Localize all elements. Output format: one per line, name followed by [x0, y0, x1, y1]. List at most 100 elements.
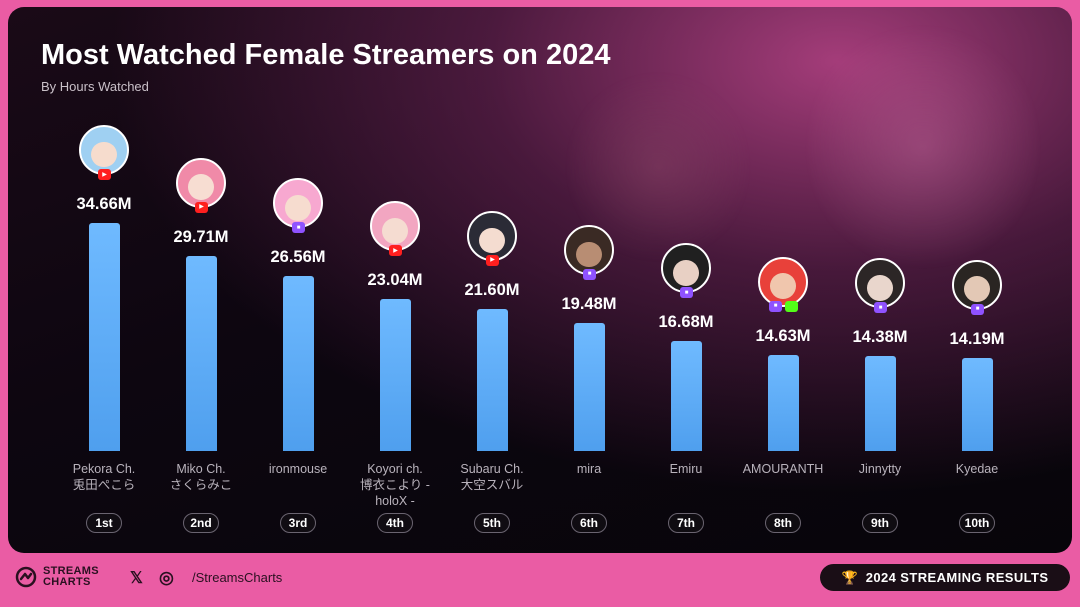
streamer-name-line: ironmouse — [268, 462, 328, 476]
platform-glyph: ■ — [296, 224, 301, 231]
avatar-face — [91, 141, 117, 168]
streamer-name: mira — [539, 461, 639, 477]
streamer-name-line: Subaru Ch. — [460, 462, 524, 476]
rank-badge: 6th — [571, 513, 607, 533]
avatar-face — [188, 174, 214, 201]
chart-card: Most Watched Female Streamers on 2024 By… — [8, 7, 1072, 553]
avatar-face — [479, 227, 505, 254]
streamer-name: Koyori ch. 博衣こより - holoX - — [345, 461, 445, 509]
bar-value-label: 26.56M — [270, 248, 326, 267]
youtube-icon: ▶ — [389, 245, 402, 257]
rank-badge: 2nd — [183, 513, 219, 533]
bar-value-label: 14.19M — [949, 329, 1005, 348]
avatar-face — [770, 273, 796, 300]
streamer-avatar — [467, 210, 517, 261]
platform-glyph: ▶ — [490, 257, 495, 264]
avatar-face — [382, 218, 408, 244]
bar-value-label: 21.60M — [464, 280, 520, 299]
chart-title: Most Watched Female Streamers on 2024 — [41, 39, 611, 71]
streamer-avatar — [661, 243, 711, 294]
logo-text-line2: CHARTS — [43, 576, 91, 588]
bar-value-label: 14.38M — [852, 328, 908, 347]
bar — [573, 322, 605, 451]
logo-text: STREAMS CHARTS — [43, 566, 99, 588]
avatar-face — [867, 275, 893, 301]
background-photo-glow-2 — [808, 17, 1038, 277]
streamscharts-logo-icon — [15, 566, 37, 588]
streamer-avatar — [176, 157, 226, 208]
bar-value-label: 14.63M — [755, 326, 811, 345]
results-badge: 🏆 2024 STREAMING RESULTS — [820, 564, 1070, 591]
trophy-icon: 🏆 — [841, 569, 858, 585]
streamer-name-line: holoX - — [375, 494, 415, 508]
twitch-icon: ■ — [292, 222, 305, 234]
streamer-name-line: Miko Ch. — [176, 462, 226, 476]
chart-subtitle: By Hours Watched — [41, 79, 149, 94]
platform-glyph: ▶ — [393, 247, 398, 254]
rank-badge: 7th — [668, 513, 704, 533]
social-handle[interactable]: /StreamsCharts — [192, 570, 283, 585]
streamer-name: AMOURANTH — [733, 461, 833, 477]
streamer-name-line: 大空スバル — [460, 478, 524, 492]
bar-value-label: 29.71M — [173, 227, 229, 246]
platform-glyph: ■ — [684, 289, 689, 296]
results-label: 2024 STREAMING RESULTS — [865, 570, 1049, 585]
bar — [476, 308, 508, 451]
twitch-and-kick-icon: ■ — [769, 300, 782, 312]
platform-glyph: ■ — [975, 306, 980, 313]
streamer-name-line: Kyedae — [955, 462, 999, 476]
youtube-icon: ▶ — [195, 201, 208, 213]
streamer-name: ironmouse — [248, 461, 348, 477]
streamer-name-line: AMOURANTH — [742, 462, 824, 476]
x-icon[interactable]: 𝕏 — [130, 570, 143, 587]
streamer-avatar — [273, 178, 323, 229]
instagram-icon[interactable]: ◎ — [159, 568, 174, 587]
avatar-face — [673, 259, 699, 286]
bar — [864, 356, 896, 451]
streamer-avatar — [79, 125, 129, 175]
bar — [88, 223, 120, 451]
streamer-name-line: 兎田ぺこら — [72, 478, 136, 492]
rank-badge: 1st — [86, 513, 122, 533]
bar — [670, 341, 702, 451]
platform-glyph: ■ — [773, 303, 778, 310]
streamscharts-logo[interactable]: STREAMS CHARTS — [15, 566, 99, 588]
bar-value-label: 34.66M — [76, 195, 132, 213]
bar-value-label: 23.04M — [367, 271, 423, 290]
bar — [282, 276, 314, 451]
streamer-name: Kyedae — [927, 461, 1027, 477]
streamer-name-line: Pekora Ch. — [72, 462, 136, 476]
platform-glyph: ■ — [587, 271, 592, 278]
youtube-icon: ▶ — [98, 169, 111, 180]
streamer-name: Jinnytty — [830, 461, 930, 477]
rank-badge: 5th — [474, 513, 510, 533]
streamer-name-line: さくらみこ — [169, 478, 233, 492]
rank-badge: 9th — [862, 513, 898, 533]
streamer-name-line: Emiru — [669, 462, 703, 476]
avatar-face — [285, 195, 311, 221]
platform-glyph: ▶ — [102, 171, 107, 178]
streamer-avatar — [952, 259, 1002, 310]
twitch-icon: ■ — [874, 302, 887, 314]
rank-badge: 8th — [765, 513, 801, 533]
bar — [961, 357, 993, 451]
streamer-name: Pekora Ch. 兎田ぺこら — [54, 461, 154, 493]
streamer-avatar — [370, 201, 420, 252]
streamer-name: Subaru Ch. 大空スバル — [442, 461, 542, 493]
platform-glyph: ▶ — [199, 204, 204, 211]
twitch-icon: ■ — [971, 303, 984, 315]
youtube-icon: ▶ — [486, 254, 499, 266]
bar-value-label: 16.68M — [658, 313, 714, 332]
streamer-name: Emiru — [636, 461, 736, 477]
streamer-avatar — [564, 224, 614, 275]
streamer-avatar — [758, 256, 808, 307]
logo-text-line1: STREAMS — [43, 565, 99, 577]
streamer-name-line: mira — [576, 462, 602, 476]
streamer-name: Miko Ch. さくらみこ — [151, 461, 251, 493]
streamer-name-line: Koyori ch. — [367, 462, 423, 476]
streamer-avatar — [855, 258, 905, 309]
platform-glyph: ■ — [878, 304, 883, 311]
rank-badge: 10th — [959, 513, 995, 533]
twitch-icon: ■ — [680, 287, 693, 299]
kick-icon — [785, 300, 798, 312]
